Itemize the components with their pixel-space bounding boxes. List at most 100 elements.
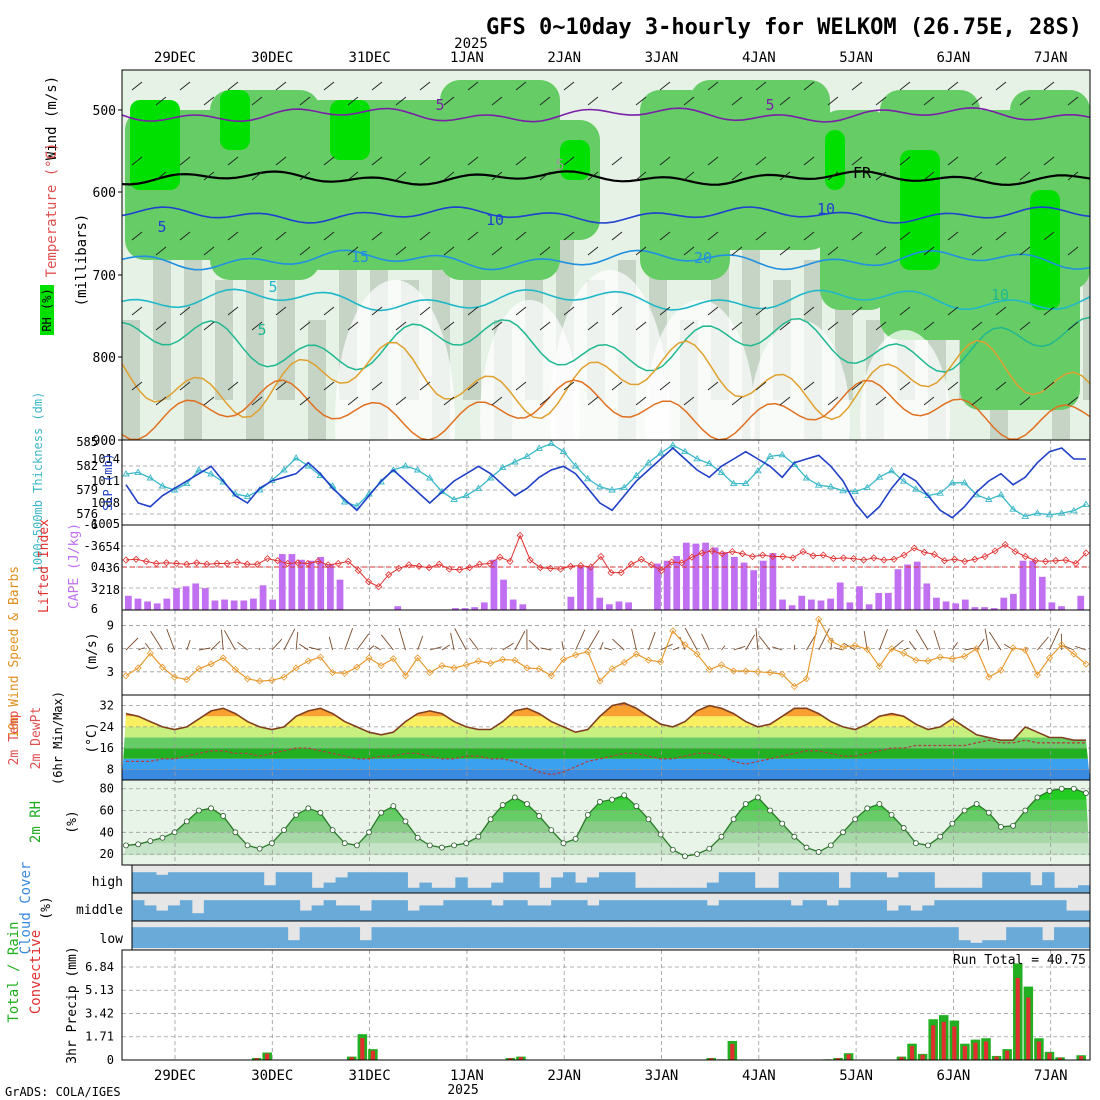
wind-barb (528, 639, 540, 651)
rh-marker (937, 833, 944, 840)
cloud-bar (982, 900, 995, 921)
cape-bar (144, 601, 151, 610)
wind-barb (227, 381, 239, 391)
wind-barb (1043, 231, 1055, 241)
wind-barb (443, 396, 455, 406)
wind-barb (648, 631, 656, 651)
contour-label: FR (853, 164, 872, 182)
precip-convective-bar (973, 1042, 978, 1060)
li-tick-label: 6 (91, 602, 98, 616)
cape-bar (904, 564, 911, 610)
cloud-bar (658, 887, 672, 893)
cape-bar (625, 602, 632, 610)
wind-barb (150, 630, 163, 651)
cape-bar (692, 543, 700, 610)
precip-convective-bar (846, 1054, 851, 1060)
wind-speed-marker (669, 627, 677, 635)
rh-legend-swatch (40, 285, 54, 335)
temp-tick-label: 32 (100, 699, 114, 713)
cloud-bar (838, 887, 851, 893)
wind-barb (323, 156, 335, 166)
cloud-bar (599, 900, 612, 921)
rh2m-axis-label: 2m RH (28, 801, 44, 843)
lifted-index-marker (172, 559, 181, 568)
wind-speed-marker (863, 645, 871, 653)
wind-barb (758, 635, 771, 651)
wind-tick-label: 9 (107, 618, 114, 632)
thickness-marker (207, 470, 215, 477)
wind-speed-marker (827, 637, 835, 645)
rh-marker (949, 820, 956, 827)
cloud-bar (263, 900, 277, 921)
cape-bar (259, 585, 267, 610)
lifted-index-marker (688, 553, 696, 561)
cloud-bar (467, 900, 480, 921)
temp-line (125, 702, 1086, 742)
wind-barb (908, 640, 917, 651)
wind-barb (827, 246, 839, 256)
cloud-bar (754, 927, 768, 948)
wind-barb (443, 321, 455, 331)
wind-speed-marker (414, 654, 422, 662)
slp-line (125, 446, 1086, 519)
wind-barb (131, 231, 143, 241)
lifted-index-marker (940, 557, 949, 565)
cloud-bar (455, 927, 468, 948)
bottom-date-axis: 29DEC 30DEC 31DEC 1JAN 2JAN 3JAN 4JAN 5JAN 6JAN 7… (154, 1068, 1068, 1084)
thickness-marker (875, 473, 884, 480)
thickness-marker (413, 466, 422, 473)
wind-barb (659, 156, 671, 166)
rh-marker (281, 827, 287, 834)
wind-barb (755, 381, 767, 391)
cloud-bar (682, 927, 696, 948)
wind-barb (539, 396, 551, 406)
wind-barb (186, 640, 191, 651)
thickness-marker (243, 492, 252, 499)
cloud-bar (838, 927, 851, 948)
cloud-bar (503, 900, 516, 921)
cloud-bar (958, 900, 971, 921)
cloud-bar (898, 927, 911, 948)
cloud-bar (670, 887, 684, 893)
thickness-marker (729, 479, 738, 487)
rh2m-panel: 80 60 40 20 2m RH (%) (28, 779, 1091, 866)
precip-convective-bar (899, 1057, 904, 1060)
cloud-bar (167, 872, 181, 893)
cloud-bar (1066, 910, 1079, 921)
pressure-axis-label: (millibars) (74, 214, 90, 307)
temperature-axis-label: Temperature (°C) (44, 143, 60, 278)
cloud-bar (179, 872, 193, 893)
wind-barb (779, 96, 791, 106)
wind-speed-marker (742, 667, 750, 675)
wind-barb (515, 381, 527, 391)
thickness-marker (997, 490, 1005, 498)
thickness-marker (547, 439, 556, 447)
cape-bar (990, 608, 998, 610)
run-total-label: Run Total = 40.75 (953, 953, 1086, 968)
wind-barb (587, 171, 599, 181)
cape-bar (509, 599, 517, 610)
cloud-bar (551, 927, 564, 948)
cloud-bar (634, 900, 648, 921)
wind-barb (851, 381, 863, 391)
lifted-index-marker (981, 552, 989, 561)
wind-barb (899, 81, 911, 91)
wind-barb (995, 381, 1007, 391)
cape-bar (827, 598, 834, 610)
cloud-bar (862, 927, 875, 948)
thickness-marker (948, 478, 957, 486)
contour-label: 5 (157, 218, 166, 236)
cloud-bar (1030, 885, 1043, 893)
lifted-index-marker (546, 564, 554, 572)
wind-barb (903, 647, 909, 651)
wind-barb (347, 246, 359, 256)
lifted-index-marker (870, 554, 878, 562)
wind-barb (561, 641, 564, 651)
bottom-date-tick: 31DEC (349, 1068, 391, 1084)
wind-barb (575, 629, 586, 651)
temp2m-panel: 32 24 16 8 2m Temp 2m DewPt (6hr Min/Max) (°C) (7, 691, 1091, 785)
wind-barb (830, 637, 833, 651)
thickness-marker (632, 471, 641, 479)
lifted-index-marker (819, 551, 827, 559)
wind-barb (707, 231, 719, 241)
